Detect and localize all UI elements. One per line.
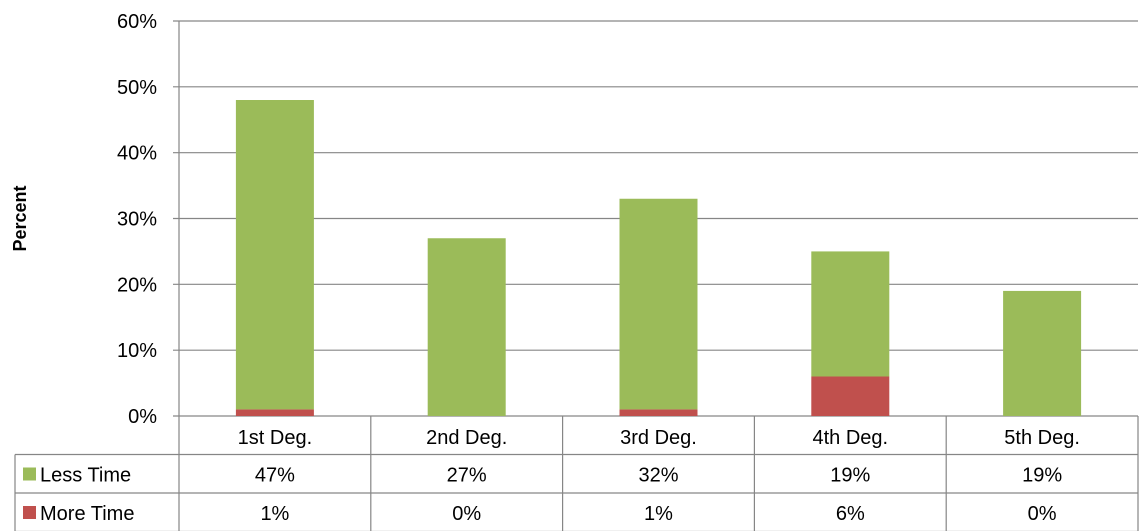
bar-less-time xyxy=(235,100,314,410)
x-category-label: 2nd Deg. xyxy=(426,427,507,449)
legend-swatch xyxy=(23,467,36,481)
table-value: 0% xyxy=(1028,503,1057,525)
y-axis-title: Percent xyxy=(10,185,30,251)
y-tick-label: 60% xyxy=(117,11,157,33)
legend-swatch xyxy=(23,506,36,519)
table-value: 6% xyxy=(836,503,865,525)
table-value: 1% xyxy=(260,503,289,525)
x-category-label: 4th Deg. xyxy=(812,427,888,449)
table-value: 0% xyxy=(452,503,481,525)
table-value: 32% xyxy=(638,465,678,487)
table-value: 19% xyxy=(1022,465,1062,487)
y-tick-label: 10% xyxy=(117,340,157,362)
y-tick-label: 0% xyxy=(128,406,157,428)
legend-label: Less Time xyxy=(40,465,131,487)
table-value: 19% xyxy=(830,465,870,487)
table-value: 47% xyxy=(255,465,295,487)
table-value: 1% xyxy=(644,503,673,525)
x-category-label: 3rd Deg. xyxy=(620,427,697,449)
bar-less-time xyxy=(1003,290,1082,416)
table-value: 27% xyxy=(447,465,487,487)
y-tick-label: 30% xyxy=(117,209,157,231)
bar-less-time xyxy=(811,251,890,377)
y-tick-label: 50% xyxy=(117,77,157,99)
bar-less-time xyxy=(427,238,506,416)
x-category-label: 1st Deg. xyxy=(238,427,312,449)
y-tick-label: 40% xyxy=(117,143,157,165)
legend-label: More Time xyxy=(40,503,134,525)
y-tick-label: 20% xyxy=(117,274,157,296)
x-category-label: 5th Deg. xyxy=(1004,427,1080,449)
bar-more-time xyxy=(235,409,314,416)
bar-less-time xyxy=(619,198,698,410)
bar-more-time xyxy=(619,409,698,416)
bar-more-time xyxy=(811,376,890,416)
